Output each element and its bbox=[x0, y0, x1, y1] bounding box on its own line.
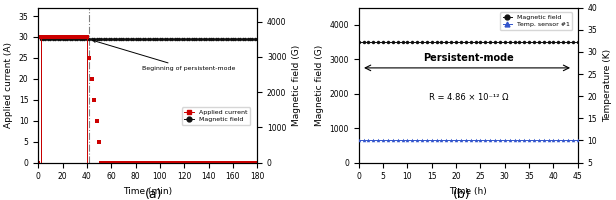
Legend: Applied current, Magnetic field: Applied current, Magnetic field bbox=[182, 107, 249, 125]
Y-axis label: Magnetic field (G): Magnetic field (G) bbox=[292, 44, 301, 126]
Y-axis label: Magnetic field (G): Magnetic field (G) bbox=[315, 44, 324, 126]
Text: R = 4.86 × 10⁻¹² Ω: R = 4.86 × 10⁻¹² Ω bbox=[429, 93, 508, 102]
Text: (b): (b) bbox=[453, 188, 471, 200]
Y-axis label: Applied current (A): Applied current (A) bbox=[4, 42, 13, 128]
Legend: Magnetic field, Temp. sensor #1: Magnetic field, Temp. sensor #1 bbox=[500, 12, 572, 30]
Text: Persistent-mode: Persistent-mode bbox=[423, 53, 514, 63]
Text: Beginning of persistent-mode: Beginning of persistent-mode bbox=[93, 40, 235, 71]
Y-axis label: Temperature (K): Temperature (K) bbox=[603, 49, 612, 122]
Text: (a): (a) bbox=[145, 188, 163, 200]
X-axis label: Time (h): Time (h) bbox=[450, 187, 487, 196]
X-axis label: Time (min): Time (min) bbox=[123, 187, 172, 196]
